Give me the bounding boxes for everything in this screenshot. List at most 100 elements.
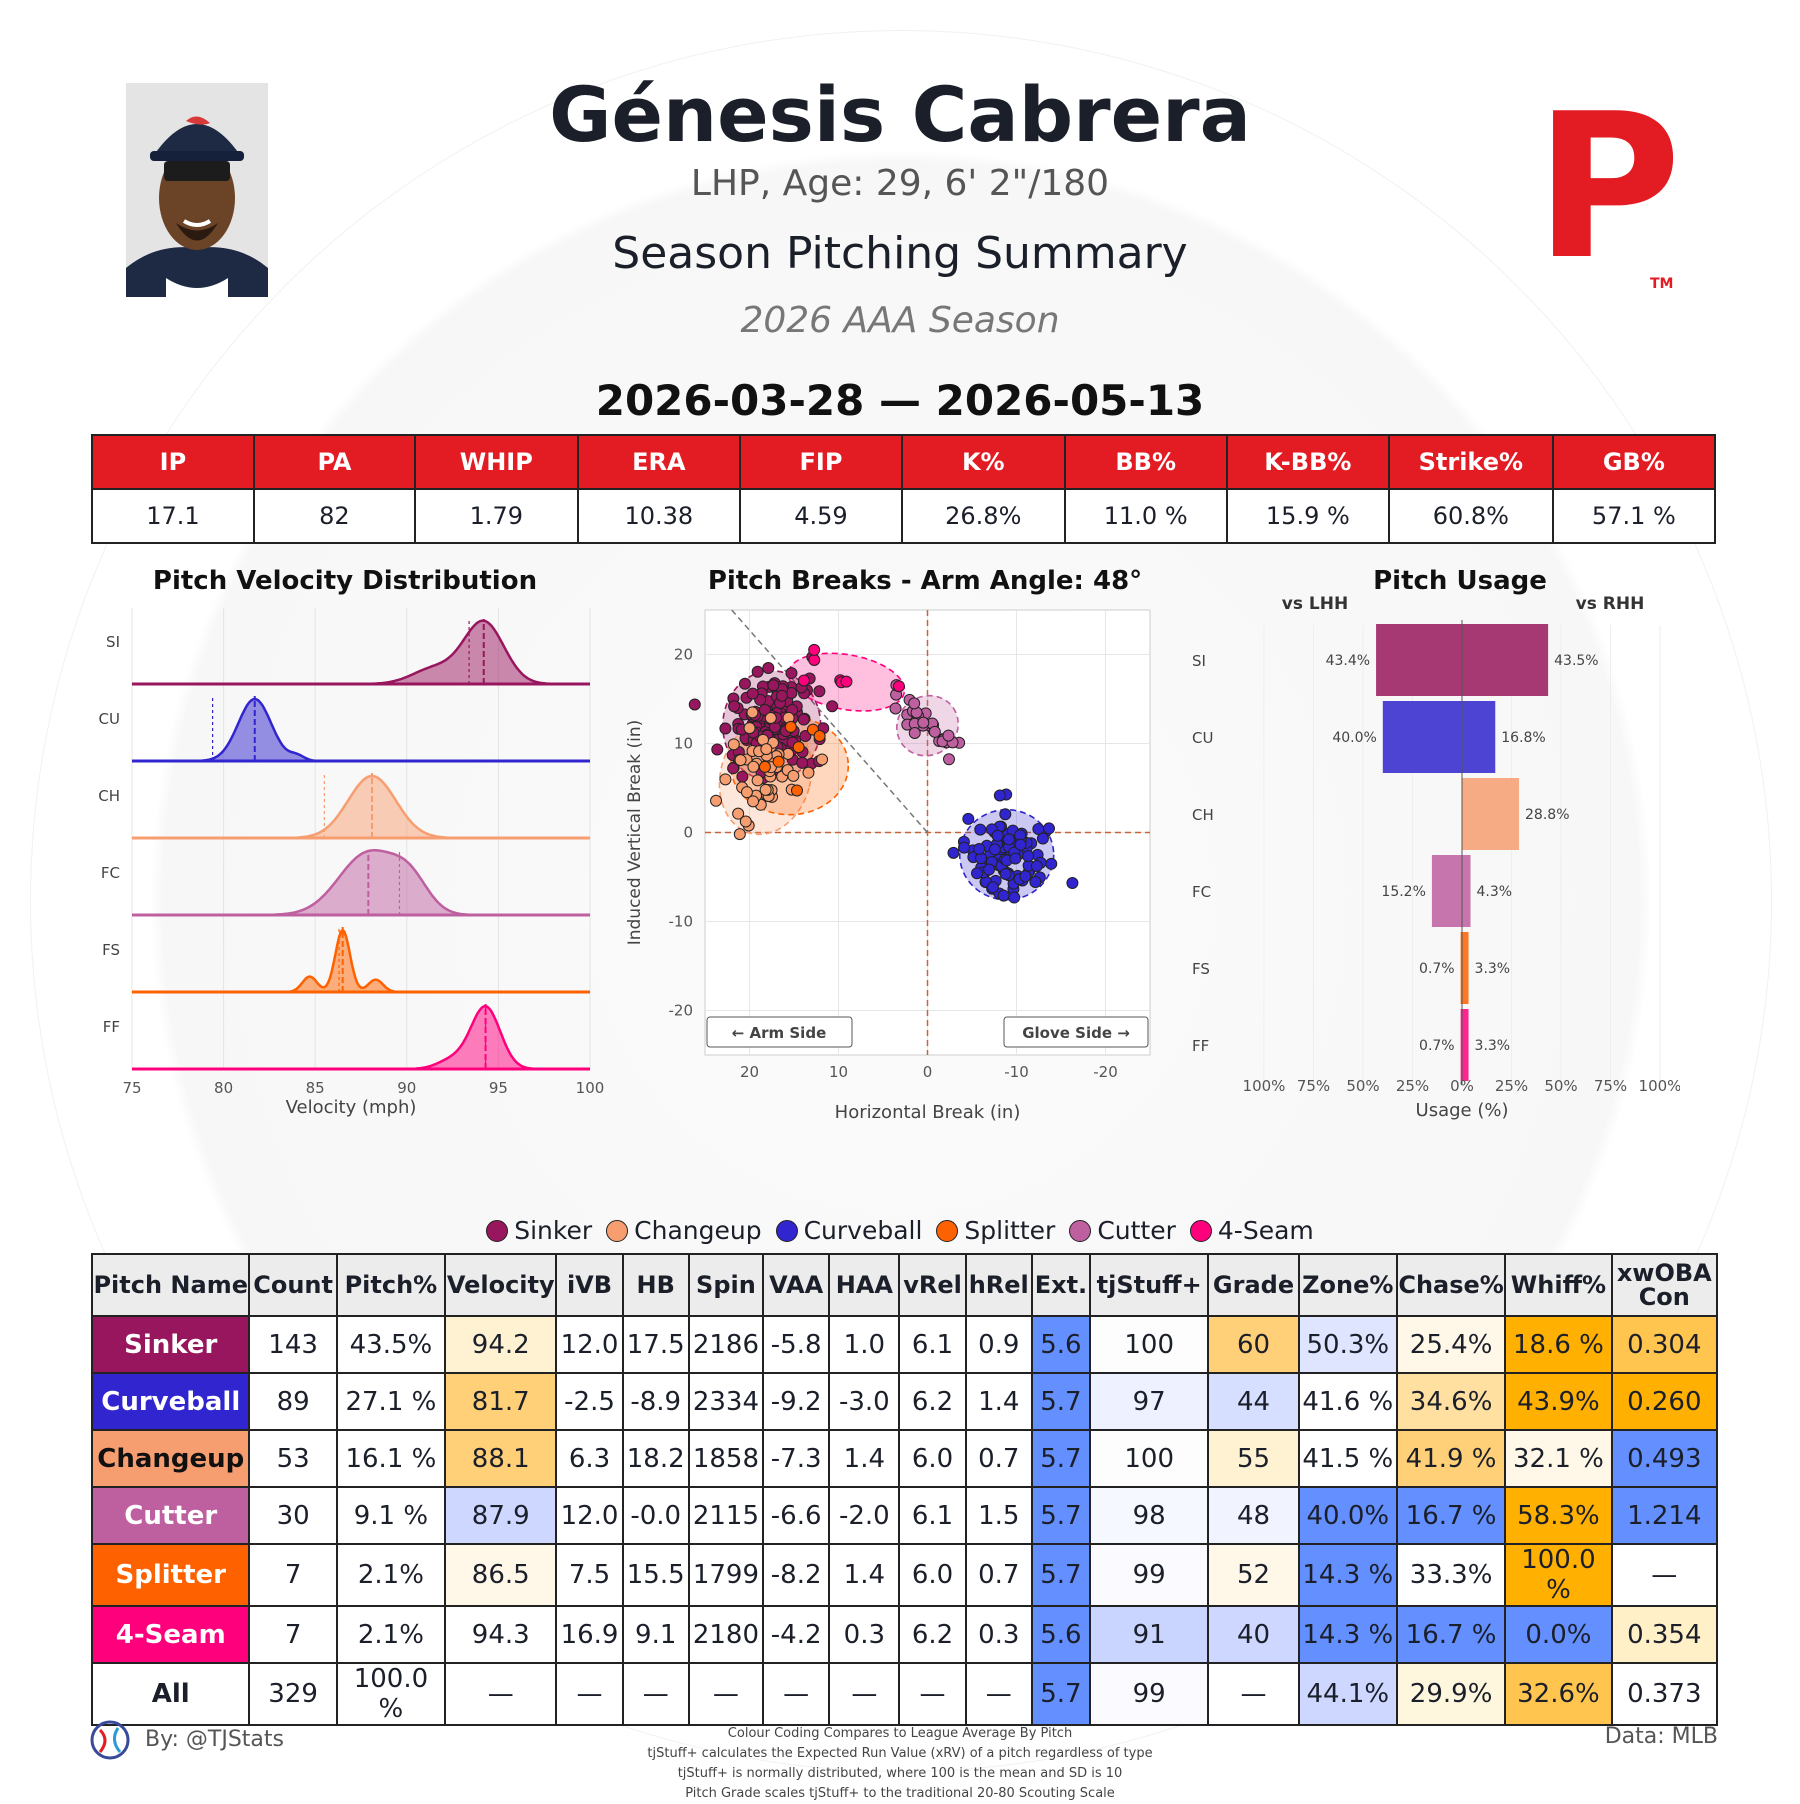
- table-row: 4-Seam 7 2.1% 94.3 16.9 9.1 2180 -4.2 0.3 6.2 0.3 5…: [90, 1605, 1719, 1664]
- breaks-point-curveball: [958, 841, 971, 854]
- usage-row-label: CU: [1192, 729, 1213, 747]
- table-cell: 1.4: [964, 1372, 1033, 1431]
- team-logo: P TM: [1520, 71, 1700, 304]
- breaks-point-sinker: [826, 700, 839, 713]
- stat-header-fip: FIP: [739, 434, 903, 490]
- stat-header-strike-: Strike%: [1387, 434, 1554, 490]
- breaks-point-changeup: [734, 754, 747, 767]
- velocity-row-label: SI: [106, 633, 120, 651]
- player-name: Génesis Cabrera: [549, 70, 1251, 159]
- table-cell: 0.260: [1610, 1372, 1719, 1431]
- breaks-point-4-seam: [808, 643, 821, 656]
- usage-value-rhh: 3.3%: [1475, 1038, 1511, 1054]
- breaks-point-changeup: [710, 794, 723, 807]
- table-cell: 43.9%: [1504, 1372, 1613, 1431]
- table-cell: 7.5: [555, 1543, 624, 1607]
- stat-header-k-bb-: K-BB%: [1225, 434, 1390, 490]
- usage-bar-lhh-cu: [1382, 701, 1462, 773]
- table-row: All 329 100.0 % — — — — — — — —5.7 99—44.1% 29.9% 32.…: [90, 1662, 1719, 1726]
- table-cell: 2180: [687, 1605, 765, 1664]
- velocity-density-ch: [132, 774, 590, 840]
- table-cell: 5.6: [1030, 1315, 1092, 1374]
- report-title: Season Pitching Summary: [612, 228, 1188, 279]
- legend-label: Cutter: [1097, 1216, 1176, 1245]
- velocity-density-si: [132, 619, 590, 686]
- stat-header-bb-: BB%: [1063, 434, 1228, 490]
- legend-swatch: [486, 1220, 509, 1242]
- breaks-point-splitter: [790, 784, 803, 797]
- table-cell: 6.3: [555, 1429, 624, 1488]
- breaks-point-cutter: [908, 726, 921, 739]
- stat-header-pa: PA: [252, 434, 416, 490]
- table-cell: 2.1%: [335, 1543, 447, 1607]
- velocity-density-fc: [132, 849, 590, 917]
- table-cell: 98: [1089, 1486, 1210, 1545]
- velocity-density-ff: [132, 1005, 590, 1071]
- table-row: Splitter 7 2.1% 86.5 7.5 15.5 1799 -8.2 1.4 6.0 0.…: [90, 1543, 1719, 1607]
- table-cell: 41.9 %: [1395, 1429, 1507, 1488]
- table-cell: -8.2: [762, 1543, 831, 1607]
- table-cell: 34.6%: [1395, 1372, 1507, 1431]
- usage-right-label: vs RHH: [1576, 594, 1645, 614]
- column-header-chase-: Chase%: [1395, 1253, 1507, 1317]
- breaks-point-curveball: [1066, 877, 1079, 890]
- table-cell: 1799: [687, 1543, 765, 1607]
- column-header-zone-: Zone%: [1297, 1253, 1398, 1317]
- breaks-point-changeup: [743, 722, 756, 735]
- table-cell: 41.6 %: [1297, 1372, 1398, 1431]
- table-cell: 58.3%: [1504, 1486, 1613, 1545]
- table-cell: 17.5: [621, 1315, 690, 1374]
- table-cell: —: [621, 1662, 690, 1726]
- table-cell: —: [762, 1662, 831, 1726]
- legend-item-changeup: Changeup: [606, 1216, 762, 1245]
- pitch-name-cell: Cutter: [90, 1486, 251, 1545]
- breaks-point-curveball: [986, 881, 999, 894]
- table-cell: 18.2: [621, 1429, 690, 1488]
- glove-side-box: [1003, 1016, 1149, 1048]
- usage-xtick: 75%: [1594, 1077, 1627, 1095]
- player-bio: LHP, Age: 29, 6' 2"/180: [690, 163, 1110, 204]
- table-cell: 40.0%: [1297, 1486, 1398, 1545]
- table-cell: 16.7 %: [1395, 1605, 1507, 1664]
- column-header-hrel: hRel: [964, 1253, 1033, 1317]
- table-cell: -6.6: [762, 1486, 831, 1545]
- usage-row-label: SI: [1192, 652, 1206, 670]
- usage-chart-title: Pitch Usage: [1373, 566, 1547, 596]
- breaks-point-curveball: [999, 867, 1012, 880]
- table-cell: —: [555, 1662, 624, 1726]
- breaks-point-curveball: [1036, 832, 1049, 845]
- breaks-point-curveball: [1019, 870, 1032, 883]
- table-cell: 329: [248, 1662, 338, 1726]
- usage-bar-rhh-ff: [1462, 1009, 1469, 1081]
- table-cell: 27.1 %: [335, 1372, 447, 1431]
- table-cell: 5.7: [1030, 1662, 1092, 1726]
- breaks-point-changeup: [751, 774, 764, 787]
- breaks-point-cutter: [889, 702, 902, 715]
- legend-label: 4-Seam: [1217, 1216, 1314, 1245]
- table-cell: 6.0: [898, 1543, 967, 1607]
- table-cell: 5.7: [1030, 1372, 1092, 1431]
- table-cell: -8.9: [621, 1372, 690, 1431]
- table-cell: -9.2: [762, 1372, 831, 1431]
- credit-text: By: @TJStats: [145, 1727, 285, 1752]
- glove-side-label: Glove Side →: [1022, 1024, 1130, 1042]
- velocity-xtick: 80: [214, 1079, 233, 1097]
- summary-stats-header-row: IP PA WHIP ERA FIP K% BB% K-BB% Strike% GB%: [91, 434, 1717, 490]
- table-cell: -2.0: [828, 1486, 901, 1545]
- table-cell: 6.2: [898, 1372, 967, 1431]
- stat-value-strike-: 60.8%: [1387, 488, 1554, 544]
- breaks-point-curveball: [1045, 857, 1058, 870]
- breaks-point-4-seam: [797, 674, 810, 687]
- table-cell: 2115: [687, 1486, 765, 1545]
- legend-item-sinker: Sinker: [486, 1216, 592, 1245]
- footnote-line: tjStuff+ is normally distributed, where …: [677, 1766, 1123, 1781]
- breaks-ytick: 0: [683, 824, 693, 842]
- breaks-point-curveball: [993, 789, 1006, 802]
- table-cell: 12.0: [555, 1486, 624, 1545]
- table-cell: 7: [248, 1605, 338, 1664]
- column-header-velocity: Velocity: [444, 1253, 558, 1317]
- table-cell: 0.373: [1610, 1662, 1719, 1726]
- column-header-count: Count: [248, 1253, 338, 1317]
- table-cell: 0.493: [1610, 1429, 1719, 1488]
- legend-item-splitter: Splitter: [936, 1216, 1055, 1245]
